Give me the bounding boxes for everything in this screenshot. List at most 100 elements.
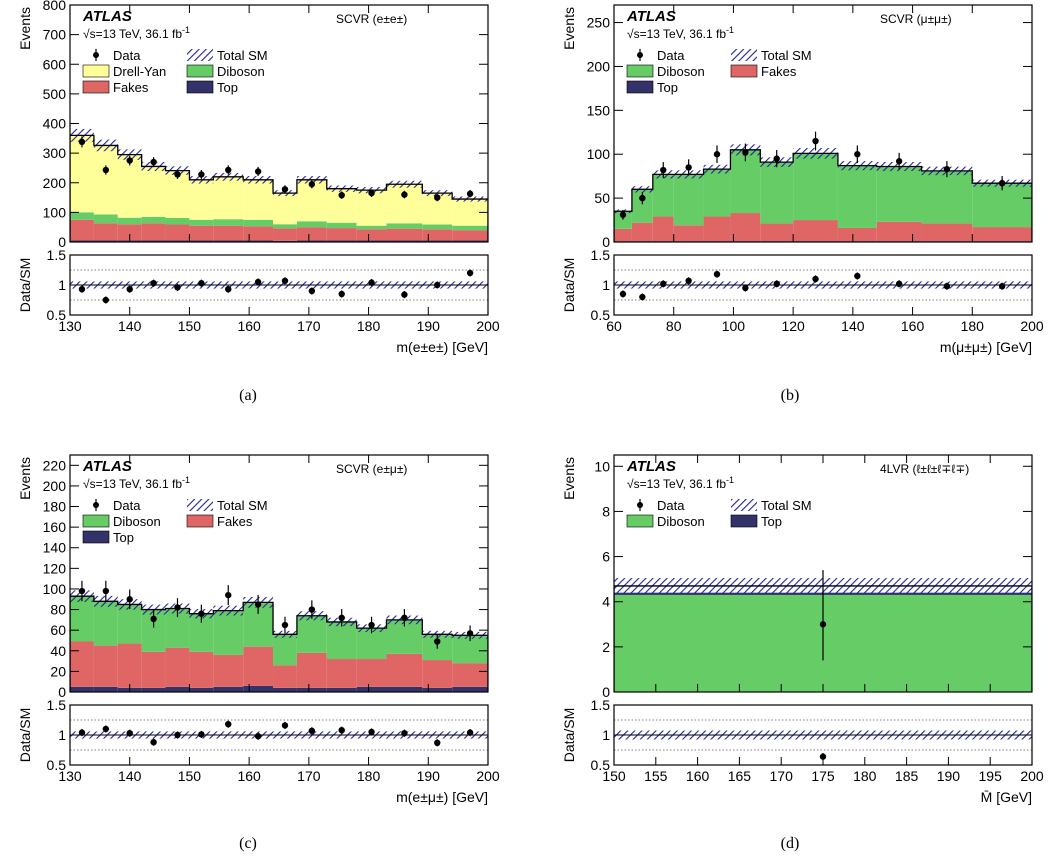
data-point [225,591,232,599]
ratio-point [338,290,345,298]
y-tick-label: 400 [43,116,67,132]
ratio-area [614,269,1032,301]
ratio-point [434,281,441,289]
bar-top [452,686,488,692]
bar-top [93,686,118,692]
bar-fakes [141,223,166,241]
bar-fakes [386,228,423,241]
ratio-area [70,269,488,304]
data-point [150,615,157,623]
x-tick-label: 160 [237,768,261,784]
experiment-label: ATLAS [626,458,676,475]
ratio-y-tick-label: 1 [602,277,610,293]
data-point [466,190,474,197]
bar-top [422,687,453,692]
bar-top [141,687,166,692]
y-tick-label: 10 [594,458,610,474]
bar-diboson [117,604,142,644]
bar-fakes [296,652,327,688]
x-tick-label: 150 [178,768,202,784]
legend-total_sm-label: Total SM [761,48,812,63]
legend-top-swatch [730,514,758,528]
bar-top [213,686,244,692]
ratio-point [254,278,262,286]
plot-area [70,580,488,692]
data-point [466,630,474,637]
subplot-label: (a) [239,387,257,404]
data-point [660,166,667,174]
ratio-area [70,719,488,751]
chart-panel-b: 0 50 100 150 200 250 Events ATLAS√s=13 TeV, 36.… [561,4,1044,404]
bar-fakes [243,226,274,241]
y-tick-label: 60 [50,622,66,638]
data-point [102,587,110,595]
bar-diboson [326,222,357,229]
data-point [174,171,181,178]
bar-top [386,240,423,242]
legend-diboson-label: Diboson [217,64,265,79]
bar-diboson [921,170,973,224]
y-axis-label: Events [17,457,33,500]
data-point [943,165,951,173]
bar-top [70,686,94,692]
energy-label: √s=13 TeV, 36.1 fb-1 [627,475,734,491]
x-tick-label: 170 [770,768,794,784]
y-tick-label: 200 [43,478,67,494]
bar-fakes [117,643,142,688]
bar-diboson [165,218,190,225]
y-tick-label: 100 [43,204,67,220]
x-tick-label: 200 [1020,768,1044,784]
bar-top [243,685,274,692]
chart-panel-a: 0 100 200 300 400 500 600 700 800 Events ATLAS√s=1… [17,0,500,404]
ratio-y-tick-label: 1.5 [47,697,67,713]
ratio-point [401,730,408,737]
chart-panel-c: 0 20 40 60 80 100 120 140 160 180 200 220 Events ATLA… [17,454,500,852]
ratio-point [198,731,205,738]
bar-fakes [326,228,357,241]
bar-diboson [213,610,244,655]
y-axis-label: Events [17,7,33,50]
y-tick-label: 4 [602,594,610,610]
total-sm-line [614,149,1032,242]
y-tick-label: 120 [43,560,67,576]
legend-total_sm-label: Total SM [217,48,268,63]
bar-diboson [273,634,297,666]
x-tick-label: 180 [357,768,381,784]
bar-top [93,240,118,242]
data-point [619,211,627,218]
bar-drell_yan [70,135,94,213]
data-point [150,158,157,166]
subplot-label: (b) [781,387,800,404]
ratio-y-axis-label: Data/SM [17,708,33,762]
bar-drell_yan [165,170,190,219]
ratio-point [126,286,133,293]
x-axis-label: m(e±μ±) [GeV] [396,789,488,805]
y-tick-label: 50 [594,190,610,206]
ratio-point [812,275,819,283]
data-point [338,614,345,622]
bar-fakes [165,647,190,687]
ratio-point [174,731,181,739]
x-axis-label: m(e±e±) [GeV] [396,339,488,355]
legend-top-swatch [82,530,110,544]
ratio-y-tick-label: 1.5 [47,247,67,263]
ratio-y-axis-label: Data/SM [561,258,577,312]
x-tick-label: 80 [666,318,682,334]
bar-fakes [876,221,922,242]
bar-drell_yan [213,176,244,220]
energy-label: √s=13 TeV, 36.1 fb-1 [83,475,190,491]
y-tick-label: 500 [43,86,67,102]
legend-diboson-swatch [186,64,214,78]
bar-diboson [70,596,94,642]
data-point [308,606,316,613]
y-tick-label: 200 [587,58,611,74]
ratio-point [368,279,375,286]
bar-fakes [117,224,142,241]
bar-fakes [703,216,731,242]
bar-diboson [760,162,794,224]
bar-fakes [189,225,214,241]
data-point [368,621,375,629]
data-point [126,157,133,164]
bar-diboson [972,183,1032,228]
ratio-point [281,722,289,729]
